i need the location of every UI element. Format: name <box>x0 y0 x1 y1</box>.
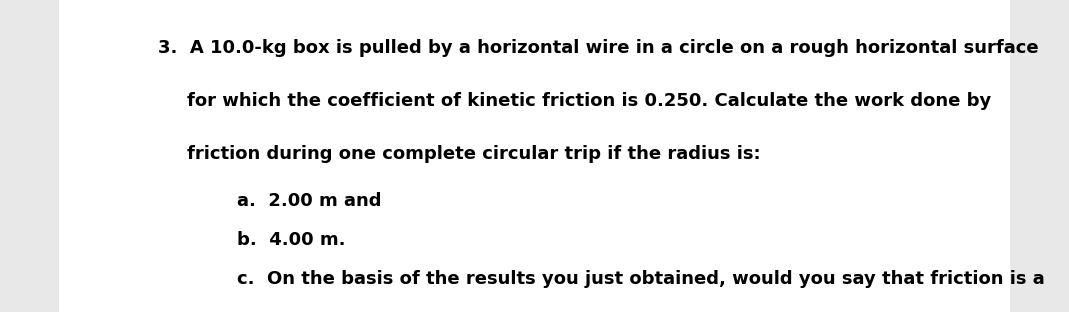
Text: c.  On the basis of the results you just obtained, would you say that friction i: c. On the basis of the results you just … <box>237 270 1045 288</box>
Text: for which the coefficient of kinetic friction is 0.250. Calculate the work done : for which the coefficient of kinetic fri… <box>187 92 991 110</box>
FancyBboxPatch shape <box>59 0 1010 312</box>
Text: friction during one complete circular trip if the radius is:: friction during one complete circular tr… <box>187 145 761 163</box>
Text: a.  2.00 m and: a. 2.00 m and <box>237 192 382 210</box>
Text: b.  4.00 m.: b. 4.00 m. <box>237 231 345 249</box>
Text: 3.  A 10.0-kg box is pulled by a horizontal wire in a circle on a rough horizont: 3. A 10.0-kg box is pulled by a horizont… <box>158 39 1039 57</box>
